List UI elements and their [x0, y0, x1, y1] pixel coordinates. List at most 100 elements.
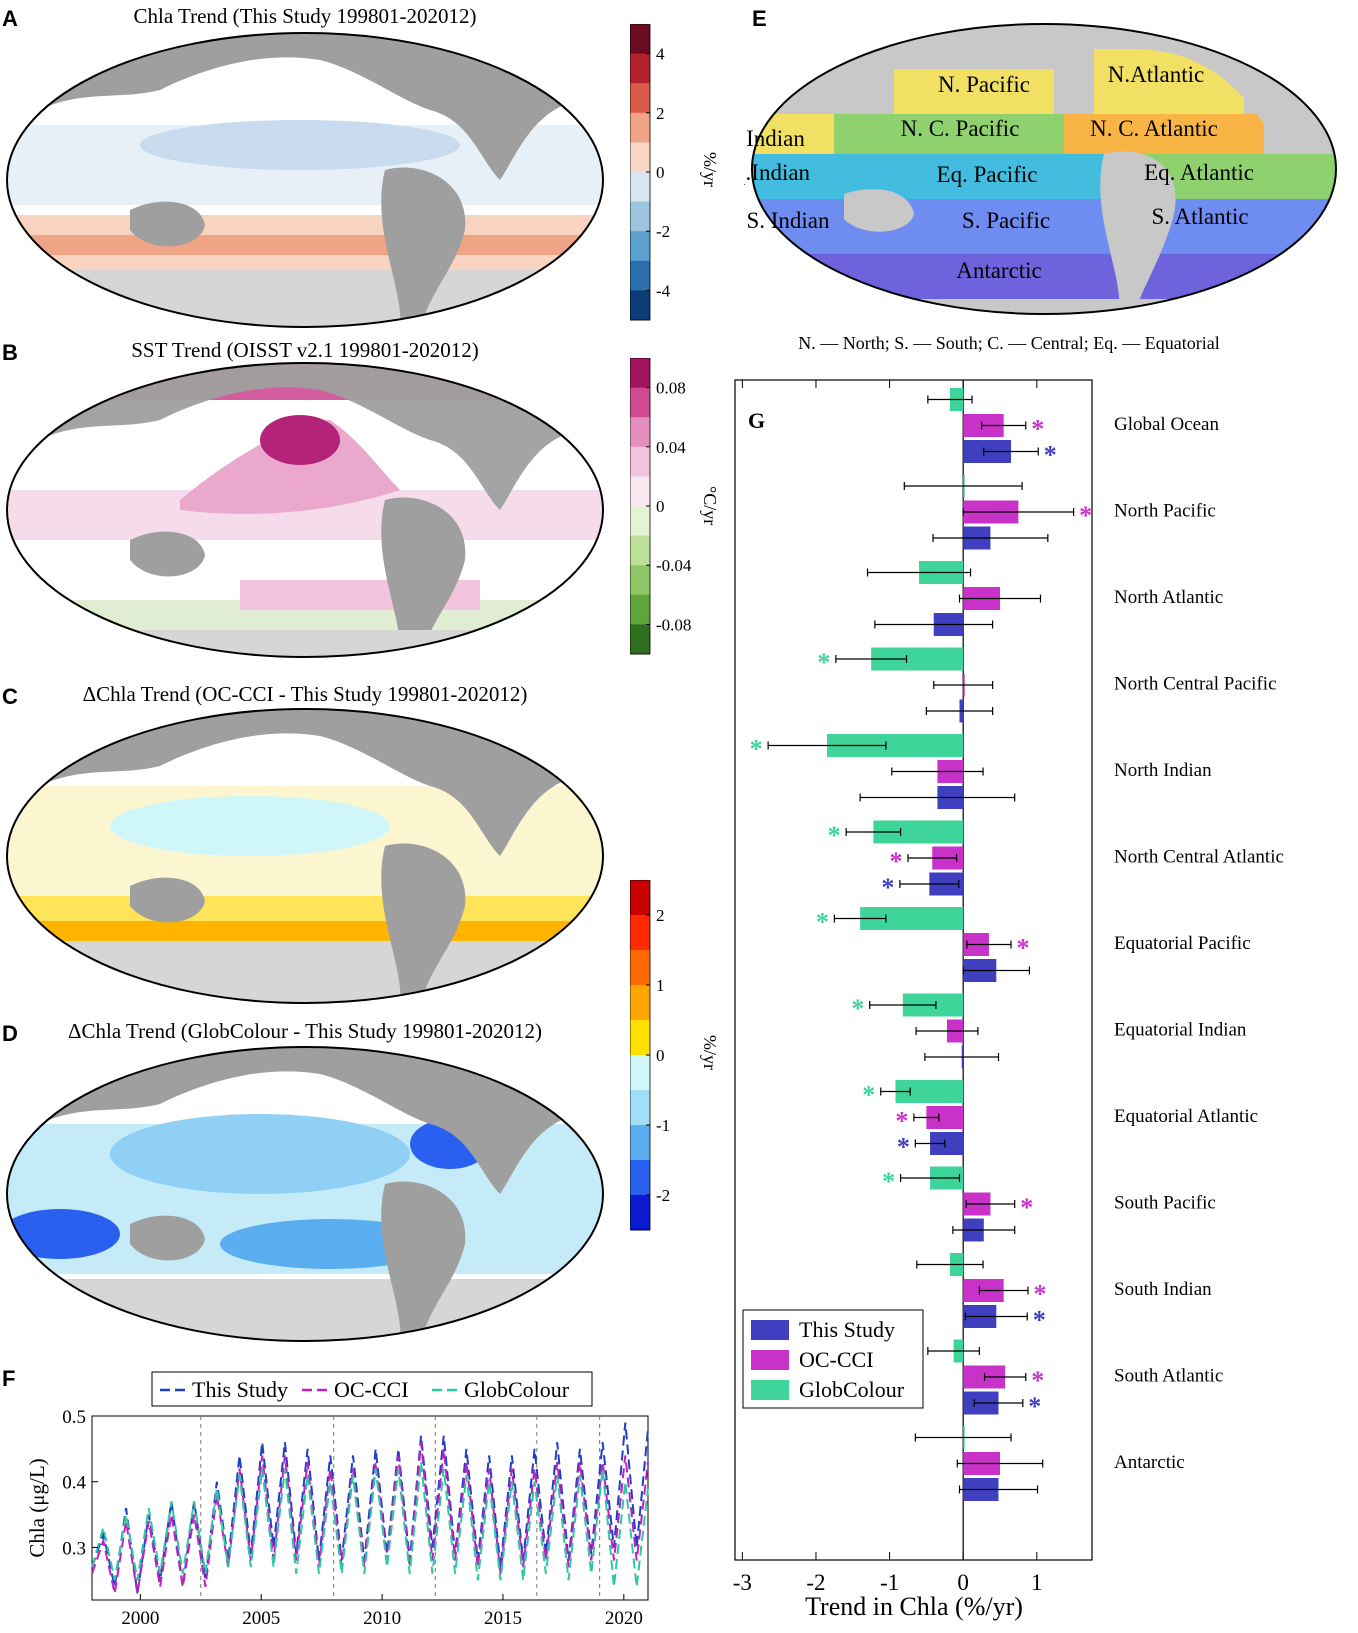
colorbar-swatch — [630, 880, 650, 916]
legend-swatch — [751, 1380, 789, 1400]
legend-swatch — [751, 1350, 789, 1370]
significance-star: * — [1079, 501, 1092, 530]
chart-g-regional-trends: G Trend in Chla (%/yr) -3 -2 -1 0 1*********… — [733, 379, 1284, 1621]
panel-letter-b: B — [2, 340, 18, 365]
category-label: North Indian — [1114, 760, 1212, 781]
panel-letter-c: C — [2, 684, 18, 709]
colorbar-swatch — [630, 1020, 650, 1056]
y-tick-label: 0.5 — [62, 1407, 86, 1428]
colorbar-swatch — [630, 594, 650, 625]
colorbar-swatch — [630, 1055, 650, 1091]
category-label: North Central Pacific — [1114, 674, 1277, 695]
x-tick-label: 1 — [1031, 1570, 1043, 1595]
colorbar-unit: °C/yr — [700, 486, 720, 525]
significance-star: * — [1044, 441, 1057, 470]
colorbar-swatch — [630, 985, 650, 1021]
bar — [871, 647, 964, 671]
colorbar-tick-label: 1 — [656, 976, 665, 995]
significance-star: * — [1031, 1366, 1044, 1395]
colorbar-swatch — [630, 915, 650, 951]
significance-star: * — [828, 821, 841, 850]
x-tick-label: 0 — [957, 1570, 969, 1595]
colorbar-swatch — [630, 53, 650, 84]
category-label: Global Ocean — [1114, 414, 1219, 435]
bar — [930, 1132, 964, 1155]
bar — [860, 907, 964, 930]
significance-star: * — [897, 1133, 910, 1162]
colorbar-swatch — [630, 24, 650, 55]
panel-letter-e: E — [752, 6, 767, 31]
colorbar-swatch — [630, 1195, 650, 1231]
legend-label: OC-CCI — [799, 1347, 874, 1372]
category-label: North Atlantic — [1114, 587, 1223, 608]
legend-swatch — [751, 1320, 789, 1340]
bar — [827, 734, 964, 757]
x-tick-label: -1 — [880, 1570, 899, 1595]
map-d-delta-globcolour — [6, 1046, 604, 1342]
significance-star: * — [1033, 1306, 1046, 1335]
colorbar-tick-label: 0.04 — [656, 438, 686, 457]
significance-star: * — [1020, 1193, 1033, 1222]
panel-letter-g: G — [748, 408, 765, 433]
colorbar-swatch — [630, 476, 650, 507]
plot-frame — [91, 1415, 649, 1601]
colorbar-swatch — [630, 142, 650, 173]
region-label: N. Pacific — [938, 72, 1030, 97]
colorbar-swatch — [630, 950, 650, 986]
colorbar-swatch — [630, 260, 650, 291]
x-tick-label: 2015 — [484, 1608, 522, 1629]
x-tick-label: 2020 — [605, 1608, 643, 1629]
chart-g-frame — [734, 379, 1093, 1561]
legend-label: GlobColour — [799, 1377, 905, 1402]
colorbar-a: 4 2 0 -2 -4 %/yr — [630, 24, 720, 321]
significance-star: * — [895, 1107, 908, 1136]
chart-g-xlabel: Trend in Chla (%/yr) — [805, 1592, 1023, 1621]
significance-star: * — [882, 1167, 895, 1196]
colorbar-tick-label: 4 — [656, 45, 665, 64]
region-label: S. Indian — [746, 208, 830, 233]
region-label: Antarctic — [956, 258, 1042, 283]
colorbar-b: 0.08 0.04 0 -0.04 -0.08 °C/yr — [630, 358, 720, 655]
colorbar-tick-label: -2 — [656, 222, 670, 241]
colorbar-swatch — [630, 201, 650, 232]
legend-box — [151, 1371, 593, 1407]
y-tick-label: 0.3 — [62, 1538, 86, 1559]
colorbar-cd: 2 1 0 -1 -2 %/yr — [630, 880, 720, 1231]
region-label: N.Atlantic — [1108, 62, 1204, 87]
x-tick-label: 2010 — [363, 1608, 401, 1629]
colorbar-swatch — [630, 1160, 650, 1196]
colorbar-swatch — [630, 387, 650, 418]
panel-letter-a: A — [2, 6, 18, 31]
significance-star: * — [817, 648, 830, 677]
legend-label: This Study — [192, 1377, 288, 1402]
region-label: Eq.Indian — [744, 160, 811, 185]
colorbar-swatch — [630, 565, 650, 596]
significance-star: * — [1031, 415, 1044, 444]
significance-star: * — [1017, 934, 1030, 963]
map-c-delta-occci — [6, 708, 604, 1004]
region-label: Eq. Atlantic — [1144, 160, 1254, 185]
map-a-chla-trend — [6, 32, 604, 328]
significance-star: * — [1033, 1280, 1046, 1309]
colorbar-swatch — [630, 358, 650, 389]
significance-star: * — [889, 847, 902, 876]
colorbar-tick-label: 0 — [656, 1046, 665, 1065]
colorbar-swatch — [630, 83, 650, 114]
colorbar-tick-label: 0.08 — [656, 379, 686, 398]
colorbar-unit: %/yr — [700, 152, 720, 187]
region-label: N. Indian — [744, 126, 805, 151]
y-tick-label: 0.4 — [62, 1473, 86, 1494]
legend: This Study OC-CCI GlobColour — [151, 1371, 593, 1407]
colorbar-unit: %/yr — [700, 1035, 720, 1070]
category-label: Equatorial Pacific — [1114, 933, 1251, 954]
category-label: South Indian — [1114, 1279, 1212, 1300]
significance-star: * — [750, 735, 763, 764]
map-e-regions: N. Pacific N.Atlantic N. Indian N. C. Pa… — [744, 23, 1337, 315]
colorbar-swatch — [630, 290, 650, 321]
colorbar-tick-label: -0.08 — [656, 615, 691, 634]
map-b-sst-trend — [6, 362, 604, 658]
x-tick-label: 2005 — [242, 1608, 280, 1629]
category-label: South Atlantic — [1114, 1366, 1223, 1387]
map-title-d: ΔChla Trend (GlobColour - This Study 199… — [68, 1019, 542, 1043]
category-label: North Pacific — [1114, 501, 1216, 522]
